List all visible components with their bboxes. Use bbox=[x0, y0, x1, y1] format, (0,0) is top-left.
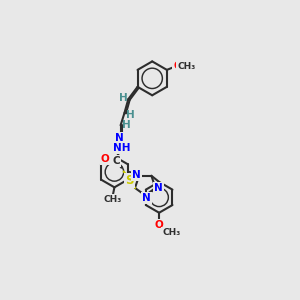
Text: N: N bbox=[154, 183, 163, 193]
Text: O: O bbox=[155, 220, 164, 230]
Text: H: H bbox=[119, 93, 128, 103]
Text: H: H bbox=[126, 110, 135, 119]
Text: N: N bbox=[132, 170, 141, 180]
Text: CH₃: CH₃ bbox=[162, 228, 181, 237]
Text: N: N bbox=[115, 133, 123, 142]
Text: C: C bbox=[112, 156, 120, 166]
Text: CH₃: CH₃ bbox=[177, 61, 195, 70]
Text: O: O bbox=[101, 154, 110, 164]
Text: S: S bbox=[126, 174, 134, 187]
Text: CH₃: CH₃ bbox=[104, 195, 122, 204]
Text: NH: NH bbox=[113, 143, 131, 153]
Text: H: H bbox=[122, 119, 130, 130]
Text: O: O bbox=[173, 61, 182, 71]
Text: N: N bbox=[142, 193, 151, 203]
